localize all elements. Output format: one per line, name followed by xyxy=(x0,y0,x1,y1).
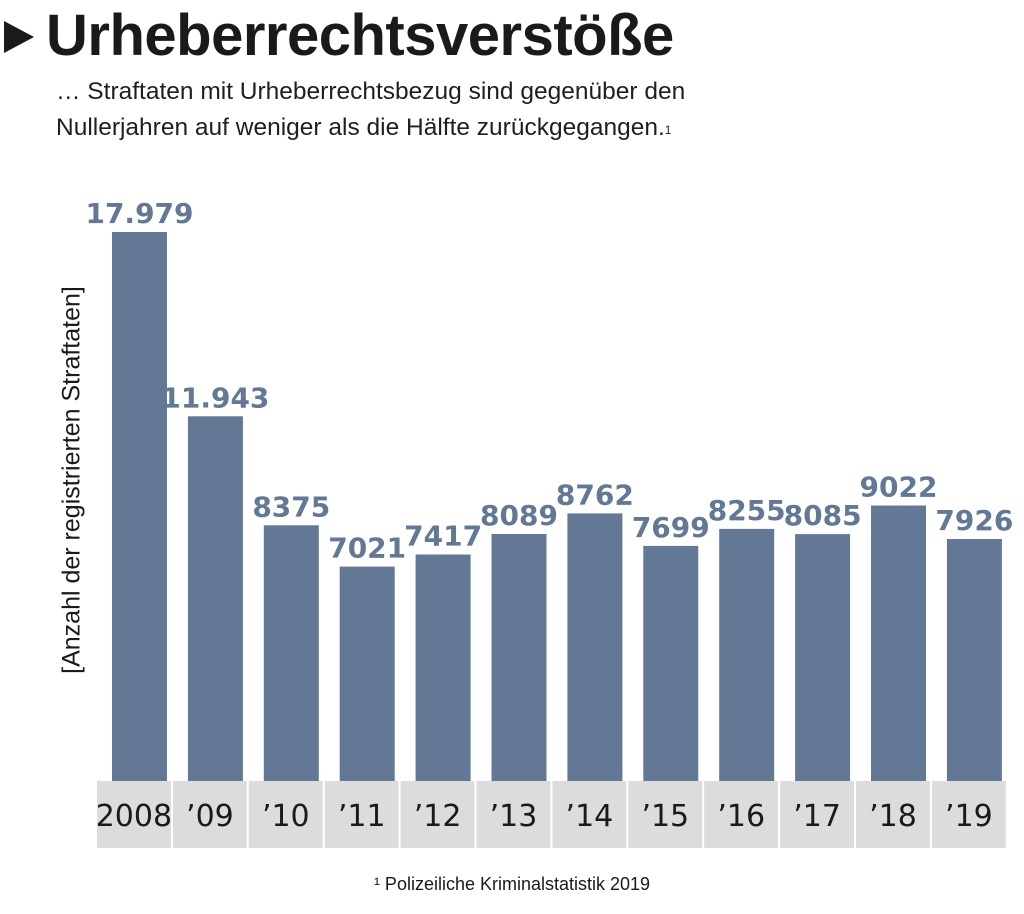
x-tick-label: ’13 xyxy=(490,799,538,834)
bar xyxy=(339,566,395,781)
value-label: 7021 xyxy=(328,532,406,565)
x-label-cell xyxy=(931,781,1006,848)
value-label: 8089 xyxy=(480,499,558,532)
x-tick-label: ’18 xyxy=(869,799,917,834)
footnote-mark: 1 xyxy=(664,123,672,137)
x-tick-label: ’16 xyxy=(717,799,765,834)
x-label-cell xyxy=(324,781,399,848)
x-label-cell xyxy=(172,781,247,848)
x-label-cell xyxy=(552,781,627,848)
source-footnote: ¹ Polizeiliche Kriminalstatistik 2019 xyxy=(373,874,651,894)
value-label: 17.979 xyxy=(85,197,193,230)
x-label-cell xyxy=(780,781,854,848)
x-label-strip xyxy=(97,781,1006,848)
value-label: 7417 xyxy=(404,520,482,553)
value-label: 8375 xyxy=(252,490,330,523)
x-tick-label: ’10 xyxy=(262,799,310,834)
x-tick-label: ’11 xyxy=(338,799,386,834)
play-arrow-icon xyxy=(4,21,34,53)
x-label-cell xyxy=(400,781,475,848)
x-tick-label: ’09 xyxy=(186,799,234,834)
value-label: 8255 xyxy=(708,494,786,527)
bar xyxy=(187,416,243,781)
subtitle-line-2: Nullerjahren auf weniger als die Hälfte … xyxy=(56,114,672,141)
bars xyxy=(112,232,1002,781)
value-labels: 17.979 11.943 8375 702174178089876276998255… xyxy=(85,197,1013,565)
bar xyxy=(263,525,319,781)
chart-title: Urheberrechtsverstöße xyxy=(46,2,674,68)
value-label: 8762 xyxy=(556,478,634,511)
x-tick-label: ’14 xyxy=(566,799,614,834)
x-tick-label: ’15 xyxy=(641,799,689,834)
chart-subtitle: … Straftaten mit Urheberrechtsbezug sind… xyxy=(56,74,936,146)
bar xyxy=(946,539,1002,781)
x-tick-label: 2008 xyxy=(96,799,172,834)
bar xyxy=(567,513,623,781)
value-label: 11.943 xyxy=(161,381,269,414)
x-tick-labels: 2008 ’09 ’10 ’11 ’12 ’13 ’14 ’15 ’16 ’17 ’18 ’19 xyxy=(96,799,993,834)
bar xyxy=(871,505,926,781)
x-label-cell xyxy=(628,781,703,848)
x-label-cell xyxy=(704,781,779,848)
title-row: Urheberrechtsverstöße xyxy=(0,0,674,70)
bar xyxy=(719,528,775,781)
value-label: 9022 xyxy=(860,471,938,504)
bar xyxy=(643,545,699,781)
bar xyxy=(491,534,547,781)
value-label: 7926 xyxy=(935,504,1013,537)
x-label-cell xyxy=(97,781,171,848)
bar xyxy=(112,232,167,781)
x-tick-label: ’19 xyxy=(945,799,993,834)
bar xyxy=(795,534,851,781)
x-label-cell xyxy=(476,781,551,848)
value-label: 7699 xyxy=(632,511,710,544)
x-label-cell xyxy=(856,781,930,848)
x-label-cell xyxy=(248,781,323,848)
bar xyxy=(415,554,471,781)
x-tick-label: ’12 xyxy=(414,799,462,834)
x-tick-label: ’17 xyxy=(793,799,841,834)
subtitle-line-1: … Straftaten mit Urheberrechtsbezug sind… xyxy=(56,78,686,105)
value-label: 8085 xyxy=(784,499,862,532)
